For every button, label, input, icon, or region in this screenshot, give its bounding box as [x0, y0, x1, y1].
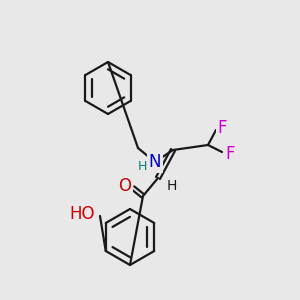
- Text: O: O: [118, 177, 131, 195]
- Text: F: F: [217, 119, 227, 137]
- Text: N: N: [149, 153, 161, 171]
- Text: F: F: [225, 145, 235, 163]
- Text: H: H: [167, 179, 177, 193]
- Text: H: H: [137, 160, 147, 173]
- Text: HO: HO: [69, 205, 95, 223]
